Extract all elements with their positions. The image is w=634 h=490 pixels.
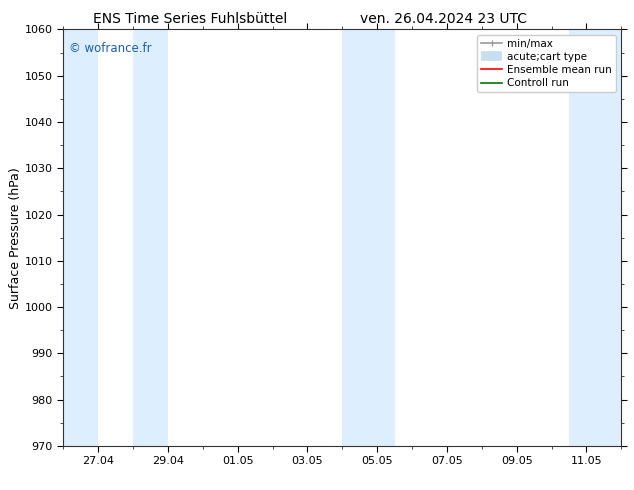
Text: © wofrance.fr: © wofrance.fr — [69, 42, 152, 55]
Text: ENS Time Series Fuhlsbüttel: ENS Time Series Fuhlsbüttel — [93, 12, 287, 26]
Y-axis label: Surface Pressure (hPa): Surface Pressure (hPa) — [9, 167, 22, 309]
Bar — [569, 29, 621, 446]
Bar — [342, 29, 394, 446]
Bar — [133, 29, 168, 446]
Legend: min/max, acute;cart type, Ensemble mean run, Controll run: min/max, acute;cart type, Ensemble mean … — [477, 35, 616, 92]
Text: ven. 26.04.2024 23 UTC: ven. 26.04.2024 23 UTC — [360, 12, 527, 26]
Bar — [63, 29, 98, 446]
